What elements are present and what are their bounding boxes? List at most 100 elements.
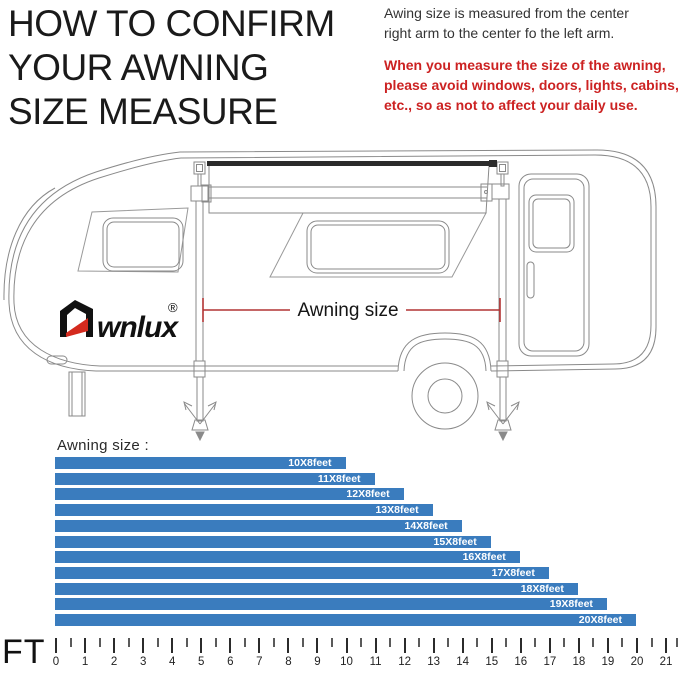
ruler-tick-label: 18 (572, 656, 586, 668)
ruler-tick-label: 3 (139, 656, 147, 668)
ruler-tick-label: 1 (81, 656, 89, 668)
ruler-major-tick (113, 638, 116, 653)
ruler-major-tick (519, 638, 522, 653)
ruler-major-tick (287, 638, 290, 653)
ruler-minor-tick (98, 638, 101, 647)
ruler-tick-label: 17 (543, 656, 557, 668)
ruler-major-tick (84, 638, 87, 653)
ruler-major-tick (142, 638, 145, 653)
page-title-line-1: HOW TO CONFIRM (8, 3, 335, 44)
ruler-major-tick (316, 638, 319, 653)
marker-light (46, 355, 68, 365)
ruler-tick-label: 19 (601, 656, 615, 668)
ruler-tick-label: 14 (456, 656, 470, 668)
ruler-minor-tick (534, 638, 537, 647)
measure-note-line-1: Awing size is measured from the center (384, 5, 629, 21)
ruler-major-tick (200, 638, 203, 653)
bar: 19X8feet (55, 598, 607, 611)
ruler-major-tick (171, 638, 174, 653)
ruler-tick-label: 8 (285, 656, 292, 668)
bar: 15X8feet (55, 535, 491, 548)
bar: 18X8feet (55, 582, 578, 595)
ruler-minor-tick (418, 638, 421, 647)
ruler-minor-tick (505, 638, 508, 647)
ruler-tick-label: 11 (369, 656, 382, 668)
bar-label: 10X8feet (288, 457, 332, 469)
ruler-minor-tick (621, 638, 624, 647)
ruler-minor-tick (650, 638, 653, 647)
page-title-line-3: SIZE MEASURE (8, 91, 278, 132)
ruler-tick-label: 2 (110, 656, 118, 668)
ruler-major-tick (461, 638, 464, 653)
ruler-major-tick (345, 638, 348, 653)
measure-label: Awning size (297, 300, 398, 321)
bar: 13X8feet (55, 504, 433, 517)
ruler-tick-label: 16 (514, 656, 528, 668)
bar: 16X8feet (55, 551, 520, 564)
bar: 10X8feet (55, 457, 346, 469)
bar: 17X8feet (55, 566, 549, 579)
ruler-major-tick (636, 638, 638, 653)
ruler-minor-tick (156, 638, 159, 647)
support-pole-right (486, 161, 520, 442)
ruler-major-tick (55, 638, 57, 653)
ruler-tick-label: 20 (630, 656, 644, 668)
bar-label: 16X8feet (462, 551, 506, 564)
bar: 11X8feet (55, 472, 375, 485)
ruler-major-tick (490, 638, 493, 653)
wheel (411, 362, 479, 430)
ruler-minor-tick (476, 638, 479, 647)
ruler-major-tick (548, 638, 551, 653)
ruler-unit-label: FT (2, 633, 46, 671)
bar-label: 18X8feet (520, 582, 564, 595)
warning-note-line-2: please avoid windows, doors, lights, cab… (384, 77, 679, 93)
bar-label: 14X8feet (404, 519, 448, 532)
bar-label: 19X8feet (549, 598, 593, 611)
ruler-minor-tick (360, 638, 363, 647)
page-title: HOW TO CONFIRM YOUR AWNING SIZE MEASURE (8, 2, 378, 134)
bar-label: 15X8feet (433, 535, 477, 548)
door (518, 173, 590, 357)
measure-note-line-2: right arm to the center fo the left arm. (384, 25, 615, 41)
ruler-tick-label: 21 (659, 656, 673, 668)
ruler-major-tick (374, 638, 377, 653)
ruler-minor-tick (272, 638, 275, 647)
ruler-minor-tick (214, 638, 217, 647)
left-window (77, 207, 189, 273)
bar-label: 11X8feet (317, 472, 361, 485)
middle-window (269, 212, 487, 278)
bar: 20X8feet (55, 614, 636, 626)
ruler-tick-label: 5 (198, 656, 205, 668)
chart-heading: Awning size : (57, 437, 150, 454)
ruler-tick-label: 10 (340, 656, 353, 668)
ruler-tick-label: 7 (256, 656, 263, 668)
measure-line (202, 298, 501, 322)
logo-wordmark: wnlux (97, 311, 179, 344)
brand-logo: wnlux ® (60, 300, 180, 344)
door-window (528, 194, 575, 253)
ruler-major-tick (665, 638, 668, 653)
ruler-minor-tick (243, 638, 246, 647)
ruler-minor-tick (301, 638, 304, 647)
wheel-arch (397, 332, 492, 372)
ruler-minor-tick (676, 638, 678, 647)
bar-label: 13X8feet (375, 504, 419, 517)
ruler-major-tick (606, 638, 609, 653)
ruler-minor-tick (563, 638, 566, 647)
ruler-minor-tick (69, 638, 72, 647)
ruler-major-tick (432, 638, 435, 653)
logo-red-swoosh (66, 318, 88, 337)
ruler-minor-tick (389, 638, 392, 647)
ruler-tick-label: 13 (427, 656, 441, 668)
logo-a-mark (60, 300, 93, 337)
ruler-major-tick (258, 638, 261, 653)
ruler-minor-tick (185, 638, 188, 647)
ruler-tick-label: 6 (227, 656, 234, 668)
ruler-tick-label: 9 (314, 656, 321, 668)
ruler-minor-tick (127, 638, 130, 647)
roller-end-cap-left (201, 184, 212, 203)
ruler-minor-tick (592, 638, 595, 647)
awning-rail (207, 160, 497, 167)
